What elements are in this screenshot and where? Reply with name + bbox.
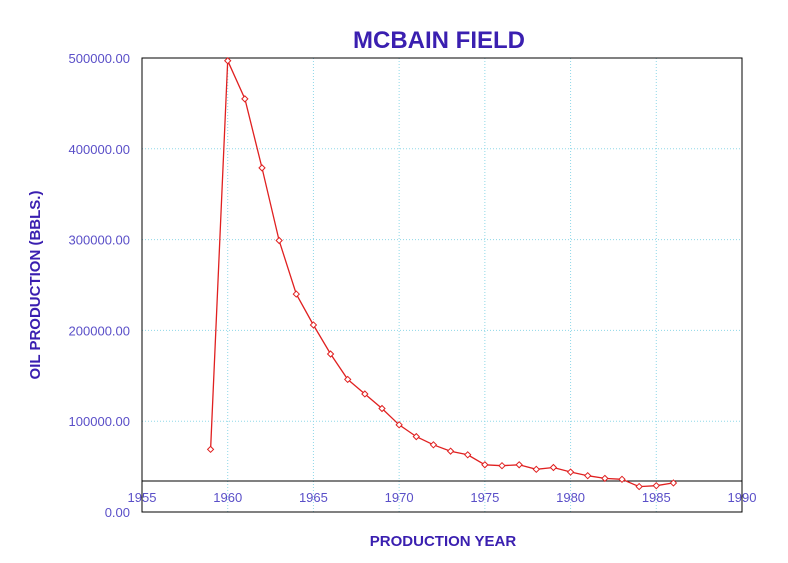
data-point-marker <box>464 451 472 459</box>
axes <box>141 57 743 513</box>
data-point-marker <box>395 421 403 429</box>
data-point-marker <box>669 479 678 487</box>
data-point-marker <box>241 95 249 103</box>
data-point-marker <box>635 482 643 491</box>
y-tick-label: 200000.00 <box>69 323 130 338</box>
grid <box>142 58 742 512</box>
plot-frame <box>141 57 743 513</box>
data-point-marker <box>515 461 523 469</box>
y-tick-label: 0.00 <box>105 505 130 520</box>
data-point-marker <box>206 445 215 454</box>
data-point-marker <box>429 441 438 449</box>
series-production <box>206 57 678 491</box>
x-tick-label: 1970 <box>385 490 414 505</box>
data-point-marker <box>481 461 489 469</box>
x-tick-label: 1985 <box>642 490 671 505</box>
x-axis-ticks: 1955 1960 1965 1970 1975 1980 1985 1990 <box>128 490 757 505</box>
data-point-marker <box>361 390 369 398</box>
x-axis-label: PRODUCTION YEAR <box>370 533 517 550</box>
data-point-marker <box>446 447 455 455</box>
y-tick-label: 100000.00 <box>69 414 130 429</box>
data-point-marker <box>566 468 575 476</box>
data-point-marker <box>412 432 420 441</box>
data-point-marker <box>652 481 660 490</box>
y-tick-label: 400000.00 <box>69 142 130 157</box>
y-tick-label: 500000.00 <box>69 51 130 66</box>
chart-title: MCBAIN FIELD <box>353 27 525 54</box>
x-tick-label: 1960 <box>213 490 242 505</box>
data-point-marker <box>224 57 232 65</box>
data-point-marker <box>584 471 592 480</box>
y-axis-label: OIL PRODUCTION (BBLS.) <box>27 191 44 380</box>
y-axis-ticks: 0.00 100000.00 200000.00 300000.00 400000.00… <box>69 51 130 520</box>
x-tick-label: 1955 <box>128 490 157 505</box>
data-point-marker <box>326 350 335 358</box>
data-point-marker <box>618 475 626 484</box>
data-point-marker <box>258 164 266 172</box>
data-point-marker <box>601 474 609 483</box>
data-point-marker <box>292 290 300 298</box>
data-point-marker <box>532 465 540 474</box>
data-point-marker <box>378 404 386 413</box>
data-point-marker <box>549 463 558 472</box>
x-tick-label: 1975 <box>470 490 499 505</box>
y-tick-label: 300000.00 <box>69 233 130 248</box>
data-point-marker <box>309 321 318 329</box>
x-tick-label: 1965 <box>299 490 328 505</box>
data-point-marker <box>498 461 506 470</box>
x-tick-label: 1990 <box>728 490 757 505</box>
x-tick-label: 1980 <box>556 490 585 505</box>
series-line <box>209 60 674 488</box>
data-point-marker <box>275 236 283 245</box>
data-point-marker <box>344 375 352 384</box>
